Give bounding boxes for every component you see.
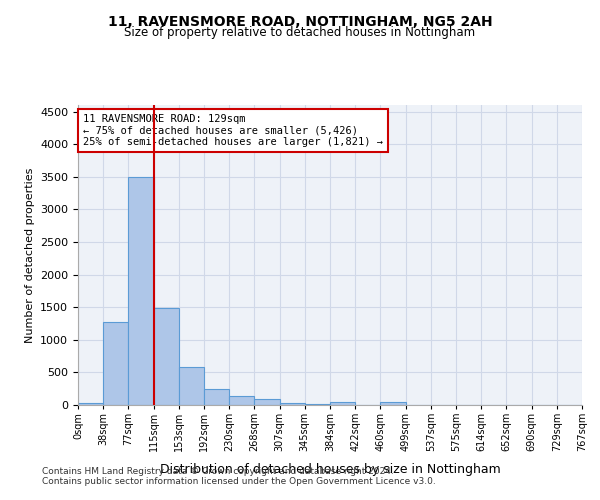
Bar — [229, 396, 254, 405]
Bar — [78, 403, 103, 405]
Text: Contains public sector information licensed under the Open Government Licence v3: Contains public sector information licen… — [42, 477, 436, 486]
Bar — [154, 308, 179, 405]
Bar — [305, 404, 330, 405]
Y-axis label: Number of detached properties: Number of detached properties — [25, 168, 35, 342]
Text: 11 RAVENSMORE ROAD: 129sqm
← 75% of detached houses are smaller (5,426)
25% of s: 11 RAVENSMORE ROAD: 129sqm ← 75% of deta… — [83, 114, 383, 147]
Bar — [179, 367, 204, 405]
Text: Contains HM Land Registry data © Crown copyright and database right 2024.: Contains HM Land Registry data © Crown c… — [42, 467, 394, 476]
Bar — [330, 402, 355, 405]
Bar — [254, 399, 280, 405]
Bar — [128, 176, 154, 405]
Text: Size of property relative to detached houses in Nottingham: Size of property relative to detached ho… — [124, 26, 476, 39]
Bar — [204, 388, 229, 405]
Bar — [103, 322, 128, 405]
Bar — [380, 402, 406, 405]
Bar — [280, 403, 305, 405]
Text: 11, RAVENSMORE ROAD, NOTTINGHAM, NG5 2AH: 11, RAVENSMORE ROAD, NOTTINGHAM, NG5 2AH — [107, 15, 493, 29]
X-axis label: Distribution of detached houses by size in Nottingham: Distribution of detached houses by size … — [160, 462, 500, 475]
